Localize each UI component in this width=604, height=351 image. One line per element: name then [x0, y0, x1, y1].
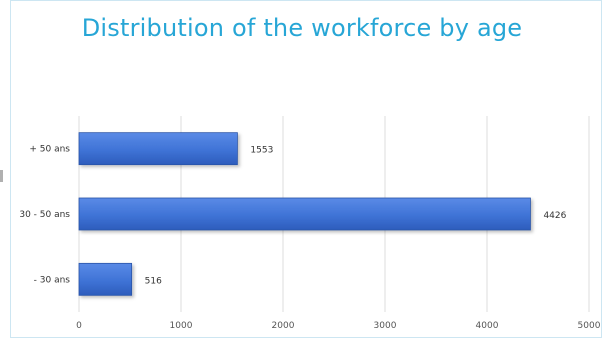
- card-edge-marker: [0, 170, 3, 182]
- data-label: 516: [145, 276, 162, 286]
- x-tick-label: 1000: [170, 321, 193, 331]
- x-tick-label: 4000: [476, 321, 499, 331]
- data-label: 4426: [543, 211, 566, 221]
- x-tick-label: 5000: [578, 321, 601, 331]
- x-tick-label: 3000: [374, 321, 397, 331]
- bar: [78, 197, 531, 231]
- data-label: 1553: [250, 146, 273, 156]
- bar: [78, 132, 238, 166]
- bars: [78, 132, 531, 296]
- category-label: + 50 ans: [29, 145, 70, 155]
- x-tick-label: 0: [76, 321, 82, 331]
- chart-title: Distribution of the workforce by age: [81, 14, 523, 42]
- category-label: - 30 ans: [34, 275, 71, 285]
- labels: 0 1000 2000 3000 4000 5000 + 50 ans 1553 30 - 50…: [19, 145, 600, 331]
- x-tick-label: 2000: [272, 321, 295, 331]
- bar: [78, 262, 133, 296]
- category-label: 30 - 50 ans: [19, 210, 70, 220]
